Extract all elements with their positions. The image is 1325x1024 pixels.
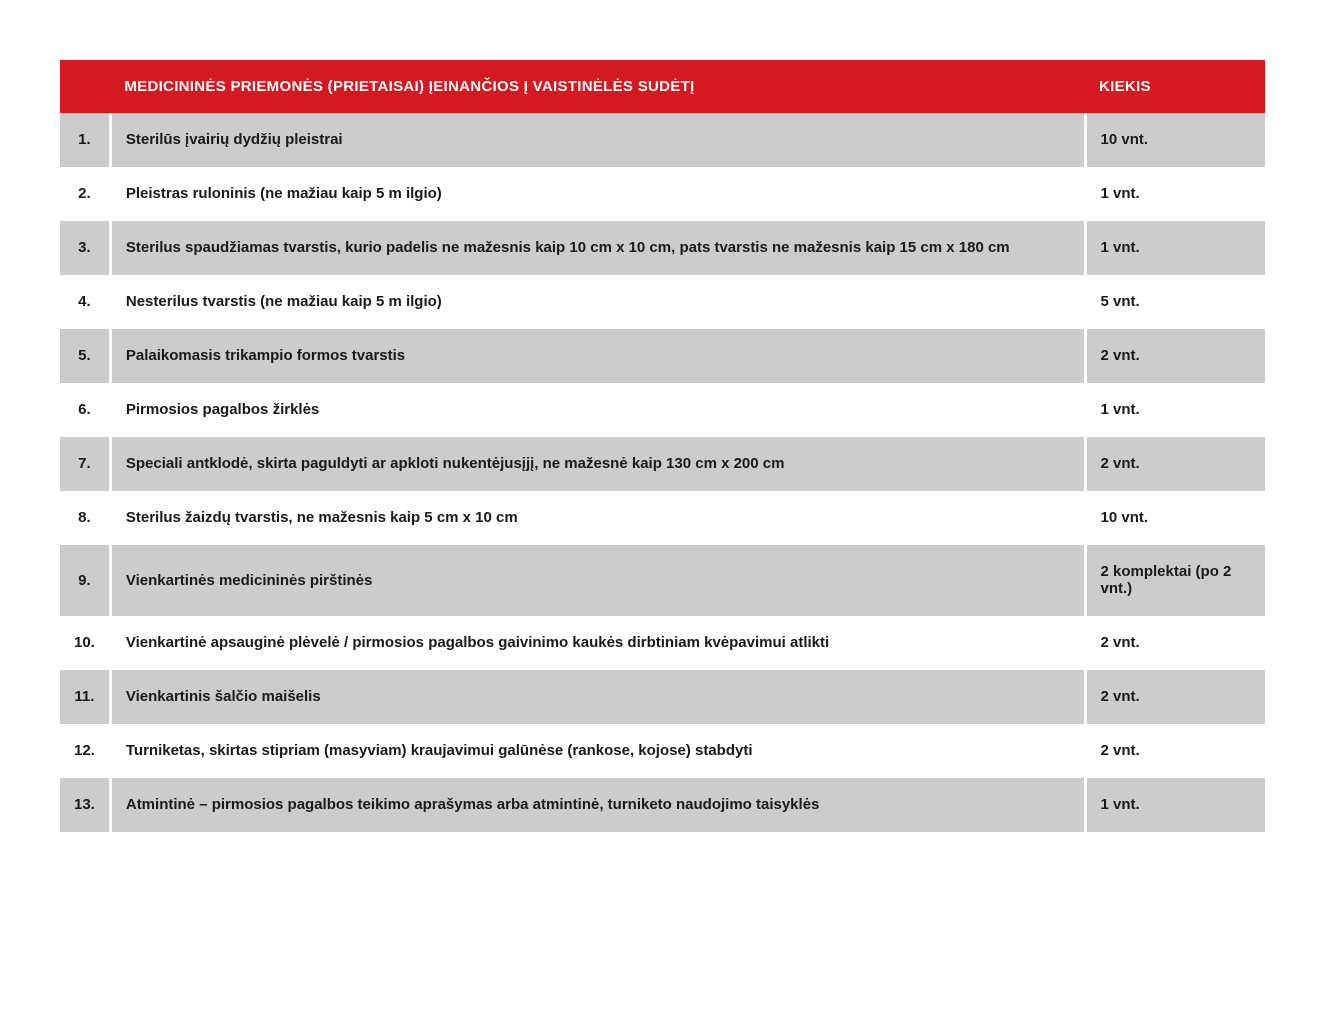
row-number: 1.: [60, 113, 110, 167]
row-number: 3.: [60, 221, 110, 275]
header-quantity: KIEKIS: [1085, 60, 1265, 113]
row-quantity: 10 vnt.: [1085, 491, 1265, 545]
row-description: Nesterilus tvarstis (ne mažiau kaip 5 m …: [110, 275, 1085, 329]
row-number: 7.: [60, 437, 110, 491]
table-row: 13. Atmintinė – pirmosios pagalbos teiki…: [60, 778, 1265, 832]
table-row: 12. Turniketas, skirtas stipriam (masyvi…: [60, 724, 1265, 778]
table-row: 3. Sterilus spaudžiamas tvarstis, kurio …: [60, 221, 1265, 275]
row-description: Palaikomasis trikampio formos tvarstis: [110, 329, 1085, 383]
row-description: Pleistras ruloninis (ne mažiau kaip 5 m …: [110, 167, 1085, 221]
table-row: 4. Nesterilus tvarstis (ne mažiau kaip 5…: [60, 275, 1265, 329]
row-number: 2.: [60, 167, 110, 221]
row-description: Sterilus žaizdų tvarstis, ne mažesnis ka…: [110, 491, 1085, 545]
table-row: 2. Pleistras ruloninis (ne mažiau kaip 5…: [60, 167, 1265, 221]
row-description: Vienkartinės medicininės pirštinės: [110, 545, 1085, 616]
row-number: 9.: [60, 545, 110, 616]
row-description: Vienkartinė apsauginė plėvelė / pirmosio…: [110, 616, 1085, 670]
row-description: Pirmosios pagalbos žirklės: [110, 383, 1085, 437]
table-row: 8. Sterilus žaizdų tvarstis, ne mažesnis…: [60, 491, 1265, 545]
first-aid-kit-table: MEDICININĖS PRIEMONĖS (PRIETAISAI) ĮEINA…: [60, 60, 1265, 832]
table-row: 7. Speciali antklodė, skirta paguldyti a…: [60, 437, 1265, 491]
row-number: 12.: [60, 724, 110, 778]
row-quantity: 2 komplektai (po 2 vnt.): [1085, 545, 1265, 616]
table-row: 1. Sterilūs įvairių dydžių pleistrai 10 …: [60, 113, 1265, 167]
row-number: 11.: [60, 670, 110, 724]
table-header-row: MEDICININĖS PRIEMONĖS (PRIETAISAI) ĮEINA…: [60, 60, 1265, 113]
row-description: Sterilūs įvairių dydžių pleistrai: [110, 113, 1085, 167]
row-number: 5.: [60, 329, 110, 383]
row-quantity: 1 vnt.: [1085, 221, 1265, 275]
row-quantity: 5 vnt.: [1085, 275, 1265, 329]
row-quantity: 2 vnt.: [1085, 437, 1265, 491]
row-description: Speciali antklodė, skirta paguldyti ar a…: [110, 437, 1085, 491]
row-quantity: 1 vnt.: [1085, 383, 1265, 437]
row-quantity: 2 vnt.: [1085, 724, 1265, 778]
row-quantity: 1 vnt.: [1085, 167, 1265, 221]
row-number: 13.: [60, 778, 110, 832]
row-number: 10.: [60, 616, 110, 670]
table-row: 11. Vienkartinis šalčio maišelis 2 vnt.: [60, 670, 1265, 724]
row-quantity: 10 vnt.: [1085, 113, 1265, 167]
header-number: [60, 60, 110, 113]
row-quantity: 2 vnt.: [1085, 329, 1265, 383]
table-row: 9. Vienkartinės medicininės pirštinės 2 …: [60, 545, 1265, 616]
row-quantity: 2 vnt.: [1085, 670, 1265, 724]
table-row: 6. Pirmosios pagalbos žirklės 1 vnt.: [60, 383, 1265, 437]
row-number: 4.: [60, 275, 110, 329]
header-description: MEDICININĖS PRIEMONĖS (PRIETAISAI) ĮEINA…: [110, 60, 1085, 113]
row-description: Atmintinė – pirmosios pagalbos teikimo a…: [110, 778, 1085, 832]
row-number: 8.: [60, 491, 110, 545]
table-body: 1. Sterilūs įvairių dydžių pleistrai 10 …: [60, 113, 1265, 832]
row-quantity: 1 vnt.: [1085, 778, 1265, 832]
table-row: 5. Palaikomasis trikampio formos tvarsti…: [60, 329, 1265, 383]
table-row: 10. Vienkartinė apsauginė plėvelė / pirm…: [60, 616, 1265, 670]
row-number: 6.: [60, 383, 110, 437]
row-quantity: 2 vnt.: [1085, 616, 1265, 670]
row-description: Sterilus spaudžiamas tvarstis, kurio pad…: [110, 221, 1085, 275]
row-description: Vienkartinis šalčio maišelis: [110, 670, 1085, 724]
row-description: Turniketas, skirtas stipriam (masyviam) …: [110, 724, 1085, 778]
